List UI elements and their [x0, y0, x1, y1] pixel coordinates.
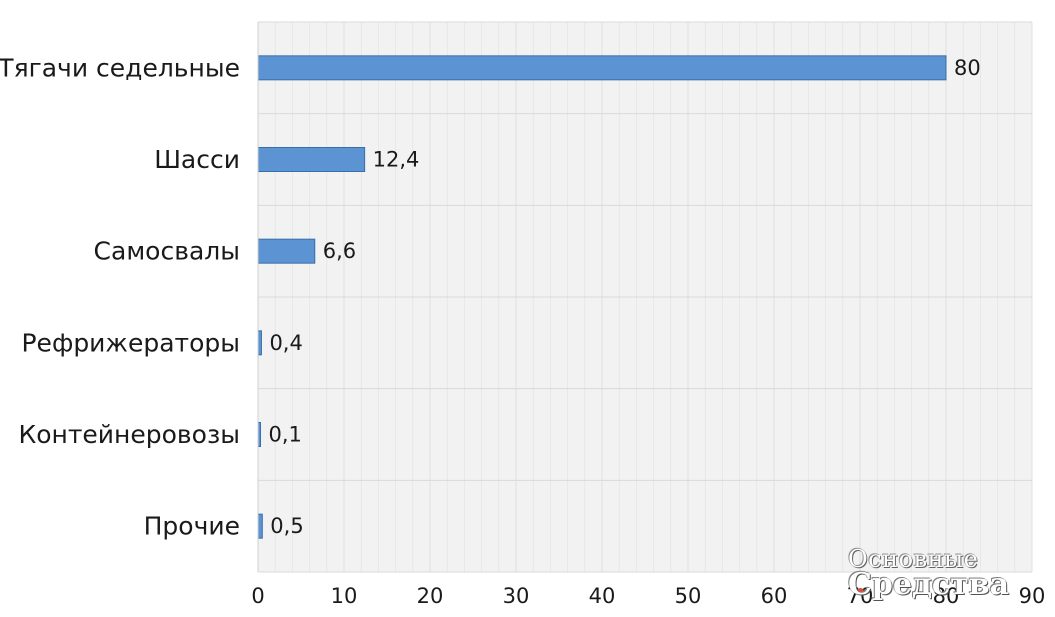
- bar: [257, 330, 262, 356]
- x-tick-label: 30: [503, 584, 530, 608]
- category-labels: Тягачи седельные Шасси Самосвалы Рефрижерат…: [0, 53, 240, 540]
- bar: [257, 55, 947, 81]
- bar: [257, 238, 316, 264]
- x-tick-label: 40: [589, 584, 616, 608]
- x-tick-label: 90: [1019, 584, 1046, 608]
- data-label: 6,6: [323, 239, 356, 263]
- x-tick-label: 80: [933, 584, 960, 608]
- bar: [257, 147, 366, 172]
- x-tick-label: 60: [761, 584, 788, 608]
- bars-group: [257, 55, 947, 539]
- data-label: 0,5: [270, 514, 303, 538]
- category-label: Прочие: [144, 512, 240, 541]
- bar: [257, 513, 263, 539]
- x-tick-label: 20: [417, 584, 444, 608]
- data-label: 12,4: [373, 148, 420, 172]
- category-label: Шасси: [154, 145, 240, 174]
- category-label: Контейнеровозы: [18, 420, 240, 449]
- x-tick-label: 50: [675, 584, 702, 608]
- x-tick-label: 10: [331, 584, 358, 608]
- x-tick-label: 0: [251, 584, 264, 608]
- category-label: Рефрижераторы: [21, 328, 240, 357]
- category-label: Тягачи седельные: [0, 53, 240, 82]
- value-labels: 80 12,4 6,6 0,4 0,1 0,5: [269, 56, 981, 538]
- grid-lines: [257, 21, 1033, 573]
- data-label: 80: [954, 56, 981, 80]
- data-label: 0,4: [269, 331, 302, 355]
- data-label: 0,1: [269, 423, 302, 447]
- x-tick-labels: 0 10 20 30 40 50 60 70 80 90: [251, 584, 1045, 608]
- category-label: Самосвалы: [94, 237, 240, 266]
- watermark-dot: [857, 588, 864, 595]
